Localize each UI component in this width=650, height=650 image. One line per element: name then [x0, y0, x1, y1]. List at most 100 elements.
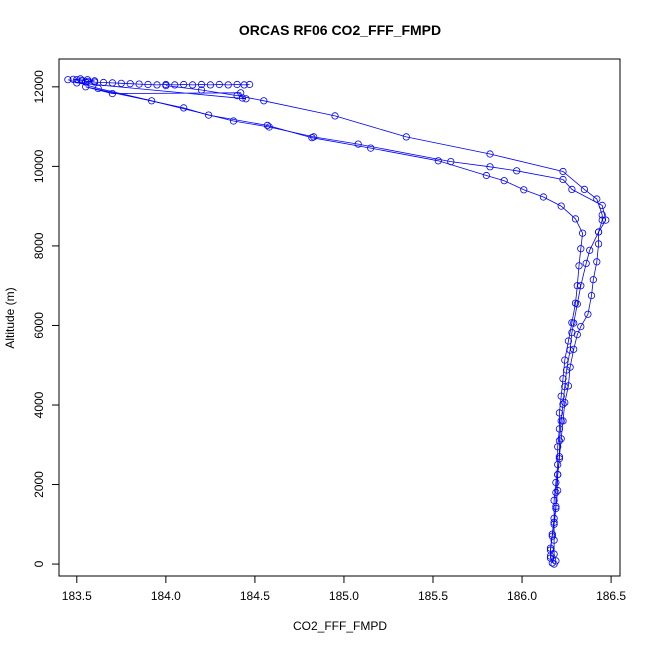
- data-point: [520, 186, 528, 194]
- y-tick-label: 4000: [32, 391, 46, 418]
- data-point: [367, 144, 375, 152]
- data-point: [571, 215, 580, 223]
- data-point: [577, 245, 585, 253]
- data-point: [550, 536, 558, 544]
- data-point: [171, 81, 179, 89]
- data-point: [555, 437, 564, 445]
- data-point: [589, 276, 597, 284]
- data-point: [561, 398, 569, 407]
- x-tick-label: 186.0: [507, 589, 537, 603]
- data-point: [126, 80, 134, 88]
- data-point: [586, 246, 594, 254]
- data-point: [539, 193, 548, 201]
- x-tick-label: 186.5: [596, 589, 626, 603]
- data-point: [263, 121, 271, 130]
- data-point: [559, 417, 567, 425]
- series-2: [162, 82, 606, 565]
- data-point: [548, 559, 556, 567]
- data-point: [354, 140, 362, 148]
- data-point: [557, 435, 565, 443]
- data-point: [552, 502, 560, 510]
- data-point: [546, 546, 555, 554]
- data-point: [500, 177, 508, 185]
- data-point: [582, 259, 590, 267]
- data-point: [206, 81, 214, 89]
- data-point: [573, 300, 581, 308]
- data-point: [240, 81, 248, 89]
- data-point: [578, 229, 587, 237]
- data-point: [593, 258, 601, 266]
- data-point: [550, 518, 558, 526]
- x-tick-label: 183.5: [62, 589, 92, 603]
- data-point: [566, 346, 574, 354]
- data-point: [575, 262, 583, 270]
- data-point: [486, 150, 494, 158]
- data-point: [434, 157, 442, 165]
- data-point: [548, 532, 556, 540]
- data-point: [557, 392, 565, 400]
- data-point: [570, 319, 578, 327]
- data-point: [559, 375, 567, 383]
- data-point: [64, 76, 72, 84]
- data-point: [76, 75, 85, 83]
- data-point: [594, 240, 603, 248]
- data-point: [205, 111, 213, 119]
- data-point: [580, 185, 589, 193]
- y-axis: 0 2000 4000 6000 8000 10000 12000: [32, 70, 59, 567]
- data-point: [94, 84, 102, 93]
- data-point: [99, 78, 108, 87]
- series-3: [64, 76, 610, 568]
- series-line: [67, 79, 607, 565]
- data-point: [598, 211, 606, 219]
- data-point: [552, 478, 560, 487]
- y-tick-label: 6000: [32, 312, 46, 339]
- data-point: [486, 163, 494, 171]
- data-point: [598, 201, 606, 209]
- data-point: [310, 133, 318, 141]
- data-point: [594, 228, 603, 236]
- data-point: [224, 81, 232, 89]
- data-point: [402, 133, 410, 141]
- data-point: [233, 80, 241, 89]
- data-point: [246, 80, 254, 89]
- data-point: [568, 328, 576, 337]
- data-point: [91, 77, 99, 85]
- series-1: [69, 75, 587, 567]
- data-point: [189, 81, 197, 89]
- data-point: [554, 470, 562, 479]
- data-point: [568, 185, 576, 193]
- data-point: [559, 167, 567, 176]
- data-point: [555, 455, 564, 463]
- x-axis: 183.5 184.0 184.5 185.0 185.5 186.0 186.5: [62, 576, 626, 603]
- y-tick-label: 10000: [32, 149, 46, 183]
- data-point: [73, 76, 81, 84]
- data-point: [108, 79, 117, 87]
- data-point: [197, 86, 206, 94]
- data-point: [561, 383, 569, 391]
- data-point: [482, 171, 490, 180]
- data-point: [559, 400, 567, 408]
- plot-frame: [58, 58, 621, 577]
- data-point: [552, 488, 560, 497]
- series-layer: [64, 75, 610, 568]
- data-point: [577, 282, 585, 290]
- data-point: [550, 560, 558, 568]
- x-tick-label: 185.0: [329, 589, 359, 603]
- data-point: [69, 75, 77, 83]
- data-point: [587, 291, 596, 300]
- series-line: [165, 85, 603, 562]
- data-point: [559, 175, 567, 184]
- y-tick-label: 12000: [32, 70, 46, 104]
- x-tick-label: 184.5: [240, 589, 270, 603]
- data-point: [162, 82, 170, 90]
- data-point: [144, 80, 152, 89]
- data-point: [153, 81, 161, 89]
- series-line: [73, 78, 584, 564]
- y-tick-label: 8000: [32, 232, 46, 259]
- data-point: [233, 92, 241, 100]
- data-point: [108, 90, 117, 98]
- data-point: [82, 83, 90, 91]
- data-point: [557, 417, 565, 425]
- data-point: [554, 486, 562, 495]
